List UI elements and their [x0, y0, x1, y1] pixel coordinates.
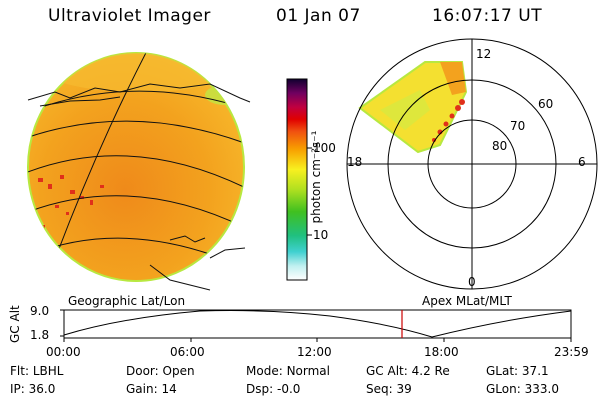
glat-value: 37.1 — [521, 364, 549, 378]
altitude-ytick-low: 1.8 — [30, 328, 50, 342]
colorbar-unit: photon cm⁻²s⁻¹ — [309, 130, 323, 224]
dsp-label: Dsp: — [246, 382, 274, 396]
altitude-plot — [60, 309, 572, 342]
gcalt-status: GC Alt: 4.2 Re — [366, 364, 450, 378]
dsp-value: -0.0 — [276, 382, 301, 396]
ip-label: IP: — [10, 382, 25, 396]
glat-status: GLat: 37.1 — [486, 364, 549, 378]
instrument-title: Ultraviolet Imager — [48, 6, 211, 26]
image-time: 16:07:17 UT — [432, 6, 543, 26]
ip-value: 36.0 — [28, 382, 56, 396]
xtick-0000: 00:00 — [46, 345, 81, 359]
mlat-label-70: 70 — [510, 119, 526, 133]
mode-value: Normal — [286, 364, 330, 378]
geographic-panel-label: Geographic Lat/Lon — [68, 294, 186, 308]
door-label: Door: — [126, 364, 159, 378]
colorbar — [286, 78, 312, 281]
gain-status: Gain: 14 — [126, 382, 177, 396]
xtick-1200: 12:00 — [297, 345, 332, 359]
glon-label: GLon: — [486, 382, 521, 396]
mlt-label-0: 0 — [468, 275, 476, 289]
flt-status: Flt: LBHL — [10, 364, 63, 378]
mlt-label-6: 6 — [578, 155, 586, 169]
glat-label: GLat: — [486, 364, 519, 378]
mlat-label-80: 80 — [492, 139, 508, 153]
flt-label: Flt: — [10, 364, 29, 378]
mode-status: Mode: Normal — [246, 364, 330, 378]
altitude-ylabel: GC Alt — [8, 305, 22, 343]
door-status: Door: Open — [126, 364, 195, 378]
altitude-ytick-high: 9.0 — [30, 304, 50, 318]
colorbar-tick-10: 10 — [313, 228, 329, 242]
apex-panel-label: Apex MLat/MLT — [422, 294, 512, 308]
polar-plot — [346, 38, 598, 290]
seq-value: 39 — [396, 382, 412, 396]
glon-value: 333.0 — [524, 382, 559, 396]
xtick-0600: 06:00 — [170, 345, 205, 359]
coastlines — [27, 83, 251, 291]
xtick-1800: 18:00 — [424, 345, 459, 359]
image-date: 01 Jan 07 — [276, 6, 361, 26]
gain-value: 14 — [161, 382, 177, 396]
geographic-image — [27, 52, 251, 291]
dsp-status: Dsp: -0.0 — [246, 382, 300, 396]
seq-label: Seq: — [366, 382, 393, 396]
glon-status: GLon: 333.0 — [486, 382, 559, 396]
seq-status: Seq: 39 — [366, 382, 412, 396]
gain-label: Gain: — [126, 382, 158, 396]
colorbar-tick-100: 100 — [313, 141, 336, 155]
door-value: Open — [162, 364, 195, 378]
mlt-label-12: 12 — [476, 47, 492, 61]
mode-label: Mode: — [246, 364, 283, 378]
polar-aurora — [358, 61, 468, 154]
mlt-label-18: 18 — [347, 155, 363, 169]
gcalt-label: GC Alt: — [366, 364, 408, 378]
xtick-2359: 23:59 — [554, 345, 589, 359]
mlat-label-60: 60 — [538, 97, 554, 111]
gcalt-value: 4.2 Re — [411, 364, 450, 378]
ip-status: IP: 36.0 — [10, 382, 55, 396]
flt-value: LBHL — [32, 364, 64, 378]
